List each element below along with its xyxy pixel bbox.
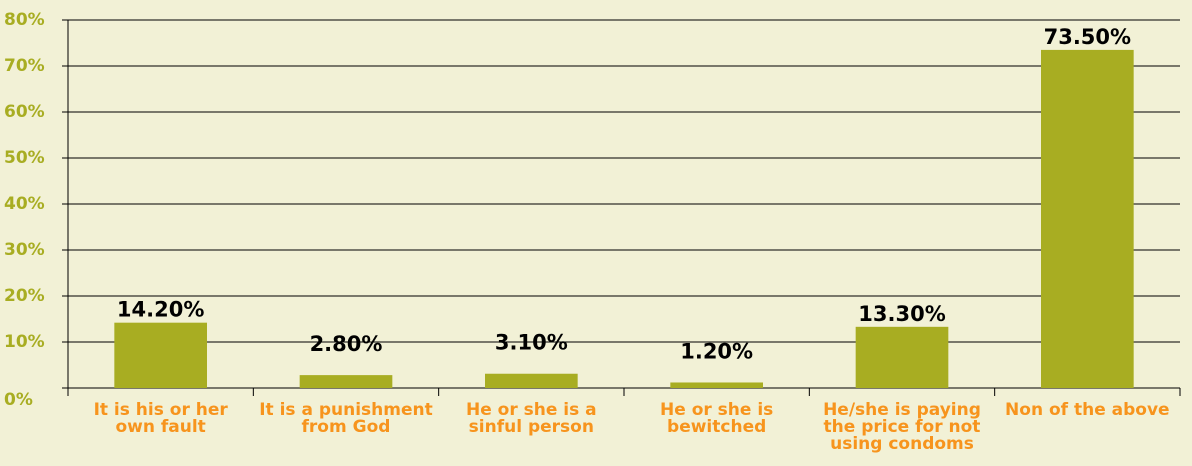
bar <box>855 326 949 388</box>
y-tick-label: 70% <box>4 56 45 76</box>
y-tick-label: 40% <box>4 194 45 214</box>
data-label: 14.20% <box>117 298 204 322</box>
x-tick-label: It is a punishment from God <box>259 400 433 437</box>
y-tick-label: 60% <box>4 102 45 122</box>
y-tick-label: 80% <box>4 10 45 30</box>
bar <box>114 322 207 388</box>
data-label: 73.50% <box>1044 25 1131 49</box>
x-tick-label: He or she is bewitched <box>660 400 774 437</box>
x-tick-label: He or she is a sinful person <box>465 400 597 437</box>
data-label: 2.80% <box>310 332 383 356</box>
x-tick-label: Non of the above <box>1005 400 1170 420</box>
bar <box>299 375 393 388</box>
y-tick-label: 50% <box>4 148 45 168</box>
y-tick-label: 20% <box>4 286 45 306</box>
y-tick-label: 0% <box>4 390 33 410</box>
bar <box>1041 49 1134 389</box>
data-label: 1.20% <box>680 339 753 363</box>
data-label: 13.30% <box>858 302 945 326</box>
x-tick-label: It is his or her own fault <box>93 400 228 437</box>
data-label: 3.10% <box>495 331 568 355</box>
bar <box>485 373 578 388</box>
x-tick-label: He/she is paying the price for not using… <box>823 400 981 454</box>
y-tick-label: 30% <box>4 240 45 260</box>
bar <box>670 382 763 388</box>
y-tick-label: 10% <box>4 332 45 352</box>
